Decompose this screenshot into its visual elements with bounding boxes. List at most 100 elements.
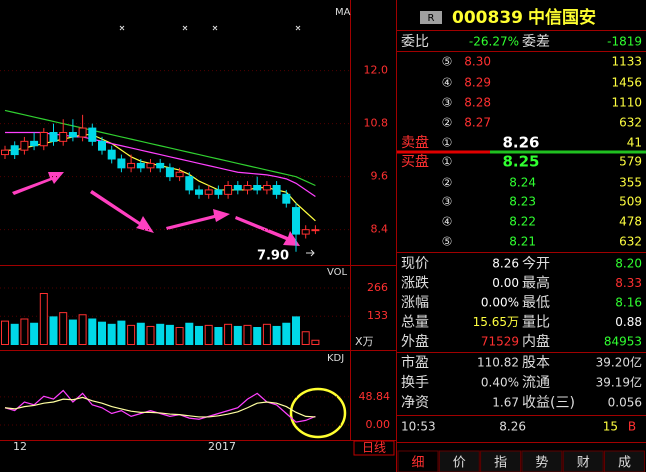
candle-body — [204, 189, 213, 195]
arrow — [166, 209, 230, 230]
volume-bar — [68, 319, 77, 345]
tab-label[interactable]: 财 — [577, 456, 590, 471]
volume-unit: X万 — [355, 335, 374, 348]
stat-label: 量比 — [522, 315, 550, 331]
volume-bar — [195, 325, 203, 345]
side-label: 卖盘 — [401, 134, 429, 151]
volume-bar — [262, 323, 271, 345]
fin-label: 流通 — [522, 375, 550, 391]
period-box[interactable] — [353, 440, 395, 456]
order-level: ① — [442, 136, 453, 150]
candle-body — [301, 229, 310, 235]
volume-bar — [204, 324, 213, 345]
order-vol: 632 — [619, 235, 642, 249]
tab-label[interactable]: 价 — [453, 456, 466, 471]
volume-bar — [146, 325, 155, 345]
candle-body — [156, 162, 165, 169]
candle-body — [30, 140, 39, 147]
x-markers — [119, 25, 301, 31]
panel-label: VOL — [327, 267, 348, 278]
order-vol: 41 — [627, 136, 642, 150]
order-vol: 579 — [619, 155, 642, 169]
low-label: 7.90 — [257, 248, 289, 263]
order-level: ⑤ — [442, 235, 453, 249]
fin-label: 换手 — [401, 374, 429, 391]
volume-bar — [136, 322, 145, 345]
arrow — [12, 172, 64, 195]
order-level: ③ — [442, 195, 453, 209]
volume-bar — [233, 325, 242, 345]
order-price: 8.29 — [464, 76, 491, 90]
stat-value: 8.20 — [615, 257, 642, 271]
order-level: ③ — [442, 96, 453, 110]
candle-body — [311, 229, 320, 232]
order-price: 8.26 — [502, 134, 539, 152]
candle-body — [20, 140, 29, 151]
tick-price: 8.26 — [499, 420, 526, 434]
tab[interactable] — [521, 450, 563, 472]
y-tick-label: 8.4 — [371, 223, 389, 236]
volume-bar — [175, 327, 184, 345]
stat-value: 0.00% — [481, 296, 519, 310]
tab-label[interactable]: 成 — [618, 456, 631, 471]
tab-label[interactable]: 指 — [494, 456, 507, 471]
highlight-circle — [289, 387, 347, 439]
candle-body — [98, 140, 106, 151]
marker — [119, 25, 301, 31]
y-tick-label: 9.6 — [371, 170, 389, 183]
value: -1819 — [607, 35, 642, 49]
tab[interactable] — [562, 450, 604, 472]
volume-bar — [156, 323, 165, 345]
kdj-line — [4, 396, 316, 418]
panel-label: MA — [335, 7, 351, 18]
tab[interactable] — [604, 450, 645, 472]
tab[interactable] — [397, 450, 439, 472]
x-label: 12 — [13, 440, 27, 453]
candle-body — [292, 207, 300, 235]
volume-bar — [20, 318, 29, 345]
order-price: 8.28 — [464, 96, 491, 110]
stat-label: 涨跌 — [401, 276, 429, 292]
stat-label: 内盘 — [522, 333, 550, 350]
volume-bar — [185, 322, 194, 345]
x-label: 2017 — [208, 440, 236, 453]
fin-label: 股本 — [522, 355, 550, 371]
fin-label: 净资 — [401, 395, 429, 411]
stat-value: 15.65万 — [473, 315, 519, 329]
fin-value: 110.82 — [477, 356, 519, 370]
order-price: 8.21 — [509, 235, 536, 249]
tab-label[interactable]: 细 — [411, 456, 424, 471]
fin-label: 收益(三) — [522, 395, 575, 411]
tab[interactable] — [438, 450, 480, 472]
stat-value: 71529 — [481, 335, 519, 349]
fin-label: 市盈 — [401, 354, 429, 371]
ma-line — [4, 109, 316, 187]
volume-bar — [292, 316, 300, 345]
order-level: ④ — [442, 76, 453, 90]
tab-label[interactable]: 势 — [535, 455, 548, 471]
y-tick-label: 10.8 — [364, 117, 389, 130]
stat-label: 今开 — [522, 256, 550, 272]
fin-value: 39.19亿 — [596, 375, 642, 390]
volume-bar — [243, 324, 252, 345]
candle-body — [195, 189, 203, 195]
order-level: ① — [442, 155, 453, 169]
volume-bar — [10, 323, 19, 345]
stock-code: 000839 — [452, 8, 523, 28]
order-vol: 1456 — [611, 76, 642, 90]
stat-label: 涨幅 — [401, 295, 429, 311]
candle-body — [233, 185, 242, 191]
y-tick-label: 48.84 — [359, 390, 391, 403]
order-price: 8.27 — [464, 116, 491, 130]
order-price: 8.30 — [464, 55, 491, 69]
tab[interactable] — [480, 450, 522, 472]
volume-bar — [214, 327, 223, 345]
order-vol: 355 — [619, 176, 642, 190]
volume-bar — [272, 325, 281, 345]
candle-body — [243, 185, 252, 191]
candle-body — [175, 171, 184, 178]
y-tick-label: 0.00 — [366, 418, 391, 431]
period[interactable]: 日线 — [362, 441, 386, 455]
